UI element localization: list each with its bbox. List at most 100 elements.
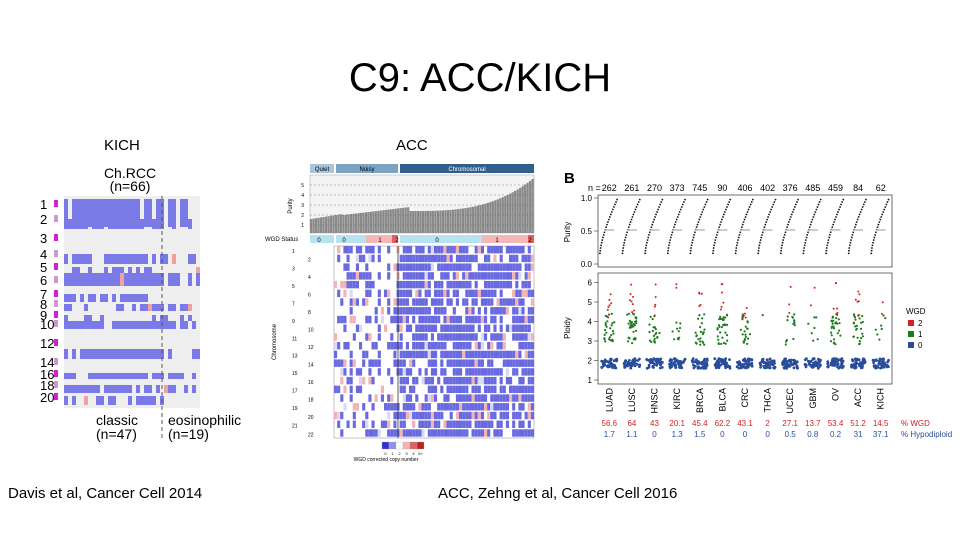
- acc-cn-cell: [512, 307, 516, 315]
- pct-hypodiploid-label: % Hypodiploid: [901, 430, 952, 439]
- acc-cn-cell: [474, 359, 478, 367]
- acc-cn-cell: [480, 429, 485, 437]
- ploidy-point: [607, 313, 611, 316]
- acc-cn-cell: [349, 385, 353, 394]
- acc-cn-cell: [518, 307, 522, 315]
- ploidy-point: [872, 364, 876, 367]
- kich-loss-cell: [184, 321, 188, 329]
- acc-cn-cell: [343, 368, 347, 376]
- acc-cn-cell: [365, 420, 369, 428]
- acc-cn-cell: [418, 411, 422, 420]
- acc-cn-cell: [437, 403, 441, 411]
- acc-cn-cell: [527, 385, 531, 394]
- pct-hypodiploid-value: 1.7: [604, 430, 616, 439]
- acc-cn-cell: [455, 420, 460, 428]
- ploidy-point: [627, 340, 630, 343]
- kich-chrom-label: 9: [40, 308, 47, 323]
- acc-cn-cell: [434, 350, 438, 359]
- kich-loss-cell: [176, 273, 180, 286]
- acc-cn-cell: [349, 315, 353, 324]
- kich-loss-cell: [124, 199, 128, 227]
- kich-loss-cell: [92, 219, 96, 229]
- acc-purity-axis-label: Purity: [288, 198, 294, 213]
- acc-cn-cell: [480, 298, 485, 306]
- acc-cn-cell: [452, 359, 456, 367]
- acc-cn-cell: [493, 263, 497, 271]
- acc-cn-cell: [409, 403, 413, 411]
- acc-cn-cell: [455, 394, 460, 402]
- acc-cn-cell: [477, 420, 481, 428]
- acc-cn-cell: [446, 385, 450, 394]
- ploidy-point: [854, 318, 857, 321]
- acc-cn-cell: [343, 315, 347, 324]
- acc-cn-cell: [524, 385, 528, 394]
- ploidy-point: [713, 357, 717, 360]
- acc-cn-cell: [462, 272, 466, 280]
- ploidy-point: [702, 341, 705, 344]
- ploidy-point: [842, 365, 845, 368]
- acc-cn-cell: [477, 263, 481, 271]
- acc-cn-cell: [387, 298, 391, 306]
- ploidy-point: [636, 359, 640, 362]
- ploidy-point: [721, 362, 724, 366]
- ploidy-point: [856, 336, 859, 339]
- acc-purity-bar: [496, 199, 499, 233]
- acc-purity-bar: [456, 209, 460, 233]
- ploidy-point: [744, 333, 747, 336]
- acc-purity-bar: [474, 206, 477, 233]
- acc-cn-cell: [430, 246, 435, 254]
- acc-cn-cell: [437, 376, 441, 385]
- acc-cn-cell: [352, 420, 356, 428]
- acc-cn-cell: [471, 315, 475, 324]
- ploidy-point: [851, 359, 855, 362]
- ploidy-point: [680, 366, 684, 370]
- acc-cn-cell: [518, 394, 522, 402]
- ploidy-point: [743, 330, 746, 333]
- ploidy-point: [812, 362, 816, 366]
- acc-cn-cell: [446, 280, 450, 289]
- acc-cn-cell: [452, 368, 456, 376]
- acc-cn-cell: [418, 350, 422, 359]
- ploidy-point: [765, 365, 769, 369]
- acc-cn-cell: [390, 429, 394, 437]
- ploidy-point: [747, 337, 750, 340]
- ploidy-point: [790, 363, 794, 366]
- acc-chrom-label: 3: [292, 266, 295, 272]
- acc-purity-bar: [357, 213, 360, 233]
- n-value: 373: [670, 183, 685, 193]
- n-value: 376: [783, 183, 798, 193]
- ploidy-point: [648, 323, 651, 326]
- acc-cn-cell: [527, 263, 531, 271]
- kich-label: KICH: [104, 137, 140, 154]
- acc-cn-cell: [374, 394, 378, 402]
- acc-cn-cell: [512, 254, 516, 263]
- acc-cn-cell: [490, 359, 494, 367]
- ploidy-point: [840, 357, 844, 360]
- ploidy-point: [807, 360, 811, 363]
- acc-cn-cell: [484, 315, 488, 324]
- acc-cn-cell: [487, 403, 491, 411]
- acc-chrom-label: 17: [292, 389, 298, 395]
- kich-chrom-marker: [54, 311, 58, 318]
- acc-cn-cell: [496, 280, 500, 289]
- purity-panel-frame: [597, 194, 893, 268]
- acc-cn-cell: [405, 342, 410, 350]
- ploidy-point: [852, 335, 855, 338]
- acc-cn-cell: [415, 342, 419, 350]
- ploidy-point: [740, 363, 744, 366]
- kich-chrom-marker: [54, 370, 58, 377]
- acc-chrom-label: 10: [308, 328, 314, 334]
- ploidy-point: [834, 343, 837, 346]
- acc-cn-cell: [409, 307, 413, 315]
- ploidy-point: [719, 331, 722, 334]
- acc-cn-cell: [524, 254, 528, 263]
- ploidy-point: [786, 362, 789, 366]
- kich-header-line2: (n=66): [110, 178, 151, 194]
- ploidy-point: [679, 360, 682, 363]
- acc-cn-cell: [412, 411, 416, 420]
- n-value: 90: [717, 183, 727, 193]
- ploidy-point: [653, 314, 656, 317]
- acc-cn-cell: [484, 394, 488, 402]
- acc-cn-cell: [412, 376, 416, 385]
